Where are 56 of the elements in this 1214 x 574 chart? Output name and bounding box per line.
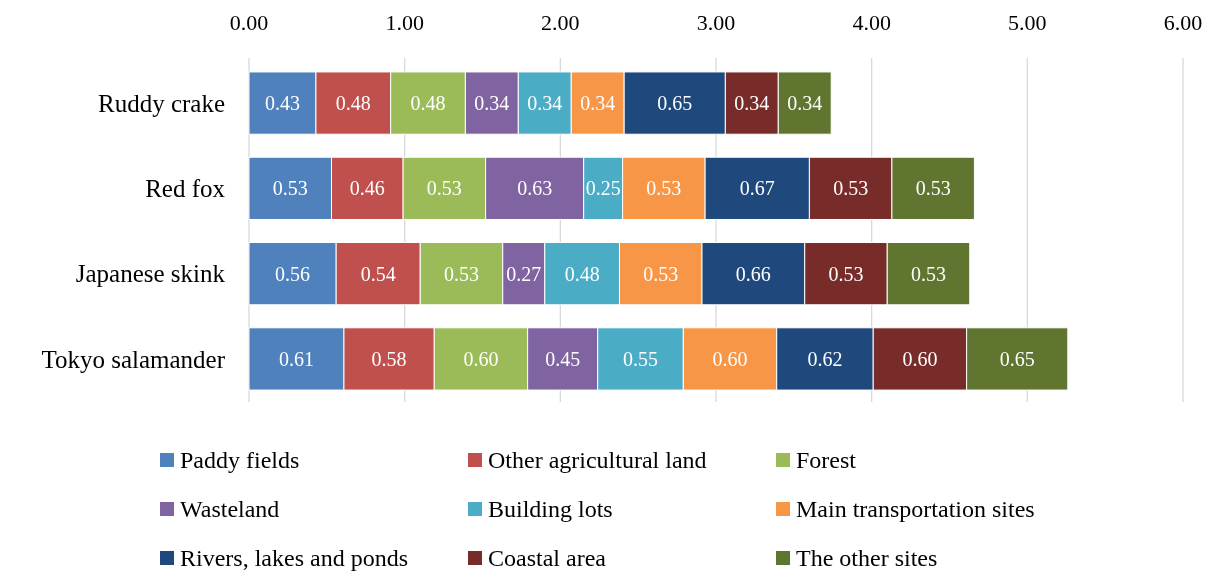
data-label: 0.34: [734, 92, 770, 115]
data-label: 0.48: [410, 92, 446, 115]
data-label: 0.34: [527, 92, 563, 115]
data-label: 0.53: [646, 177, 682, 200]
data-label: 0.54: [360, 262, 396, 285]
data-label: 0.65: [657, 92, 693, 115]
data-label: 0.25: [585, 177, 621, 200]
y-tick-label: Red fox: [145, 175, 226, 203]
data-label: 0.66: [735, 262, 771, 285]
data-label: 0.34: [474, 92, 510, 115]
data-label: 0.53: [272, 177, 308, 200]
data-label: 0.53: [443, 262, 479, 285]
data-label: 0.48: [335, 92, 371, 115]
data-label: 0.60: [463, 347, 499, 370]
x-tick-label: 5.00: [1008, 10, 1047, 35]
legend-label: Other agricultural land: [488, 447, 707, 474]
data-label: 0.60: [902, 347, 938, 370]
data-label: 0.61: [278, 347, 314, 370]
data-label: 0.27: [506, 262, 542, 285]
x-tick-label: 3.00: [696, 10, 736, 35]
data-label: 0.62: [807, 347, 843, 370]
data-label: 0.45: [545, 347, 581, 370]
legend-label: Forest: [796, 447, 857, 474]
data-label: 0.34: [787, 92, 823, 115]
data-label: 0.48: [564, 262, 600, 285]
x-tick-label: 0.00: [229, 10, 269, 35]
y-tick-label: Ruddy crake: [97, 89, 225, 117]
legend-label: The other sites: [796, 545, 938, 572]
data-label: 0.53: [643, 262, 679, 285]
data-label: 0.67: [739, 177, 775, 200]
data-label: 0.56: [275, 262, 311, 285]
legend-label: Wasteland: [180, 496, 280, 523]
data-label: 0.53: [915, 177, 951, 200]
legend-label: Rivers, lakes and ponds: [180, 545, 408, 572]
data-label: 0.46: [349, 177, 385, 200]
data-label: 0.60: [712, 347, 748, 370]
data-label: 0.55: [623, 347, 658, 370]
x-tick-label: 2.00: [541, 10, 580, 35]
data-label: 0.34: [580, 92, 616, 115]
data-label: 0.53: [828, 262, 864, 285]
legend-label: Coastal area: [488, 545, 607, 572]
data-label: 0.43: [264, 92, 300, 115]
legend-label: Paddy fields: [180, 447, 300, 474]
legend-label: Main transportation sites: [796, 496, 1035, 523]
y-tick-label: Japanese skink: [75, 260, 226, 288]
y-tick-label: Tokyo salamander: [41, 345, 226, 373]
x-tick-label: 4.00: [852, 10, 891, 35]
data-label: 0.58: [371, 347, 407, 370]
data-label: 0.65: [999, 347, 1035, 370]
data-label: 0.53: [910, 262, 946, 285]
x-tick-label: 6.00: [1163, 10, 1203, 35]
data-label: 0.53: [833, 177, 869, 200]
x-tick-label: 1.00: [385, 10, 424, 35]
data-label: 0.53: [426, 177, 462, 200]
legend-label: Building lots: [488, 496, 613, 523]
data-label: 0.63: [517, 177, 553, 200]
